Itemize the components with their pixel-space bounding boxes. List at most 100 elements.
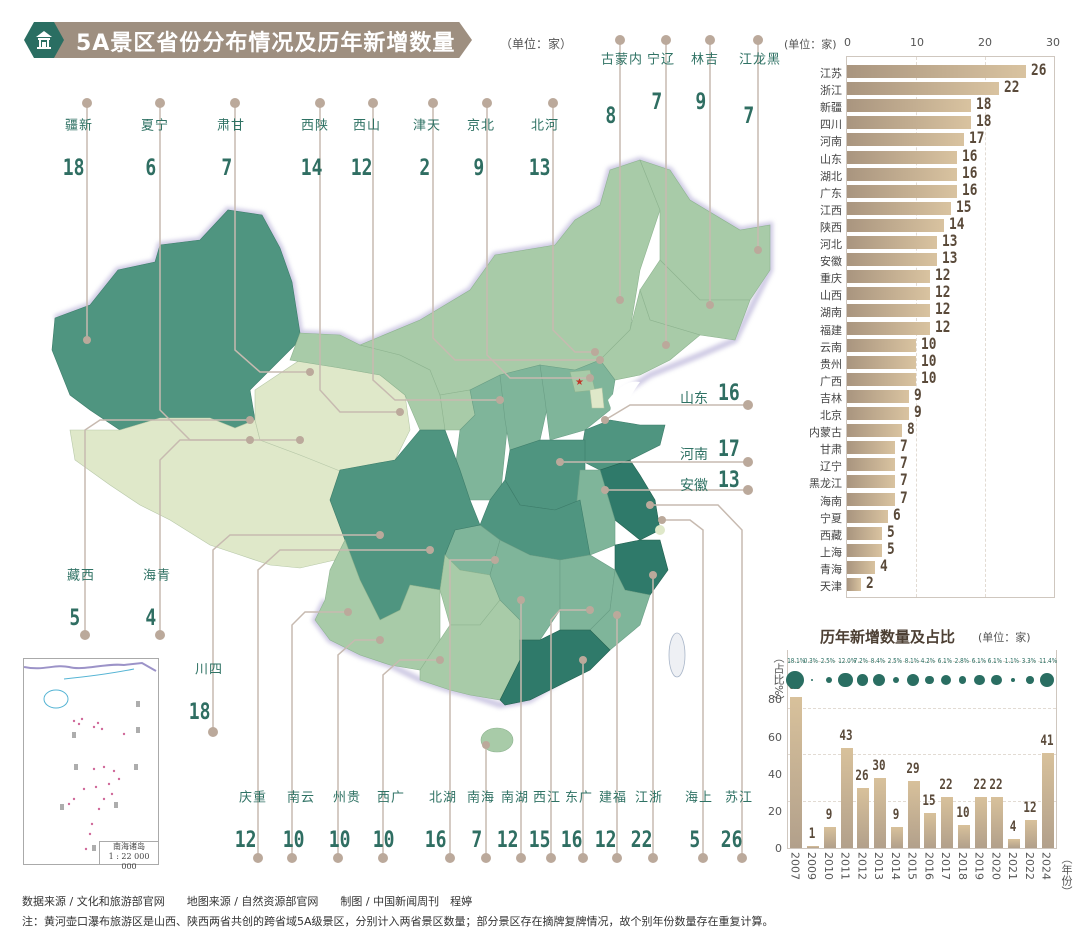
- bar-label: 山东: [820, 152, 842, 166]
- share-pct-label: 11.4%: [1038, 657, 1057, 665]
- share-dot: [825, 676, 833, 684]
- bar-value: 13: [941, 231, 958, 250]
- bar: [847, 133, 965, 147]
- bar-label: 西藏: [820, 528, 842, 542]
- share-dot: [873, 673, 886, 687]
- bar: [847, 82, 999, 96]
- bar-label: 青海: [820, 562, 842, 576]
- bar-value: 10: [921, 350, 937, 370]
- share-pct-label: 6.1%: [988, 657, 1003, 665]
- year-bar: [890, 827, 903, 848]
- bar-row: 内蒙古 8: [809, 419, 1054, 440]
- province-bar-chart: 江苏 26 浙江 22 新疆 18 四川 18 河南 17 山东 16 湖北 16 广东 16 江西 15 陕西 14…: [809, 56, 1055, 598]
- bar-row: 广西 10: [820, 367, 1054, 389]
- bar-row: 陕西 14: [820, 213, 1054, 235]
- share-pct-label: 4.2%: [921, 657, 936, 665]
- y-tick-60: 60: [768, 731, 782, 744]
- bar-label: 河南: [820, 135, 842, 149]
- bar-row: 江苏 26: [820, 60, 1054, 81]
- bar-value: 18: [976, 111, 992, 131]
- bar-row: 广东 16: [820, 180, 1054, 201]
- bar: [847, 287, 930, 301]
- region-hebei: [539, 359, 616, 441]
- bar: [847, 304, 930, 318]
- year-label: 2011: [838, 852, 852, 880]
- bar-row: 山西 12: [820, 282, 1054, 303]
- bar-row: 安徽 13: [820, 248, 1054, 269]
- bar-row: 海南 7: [820, 488, 1054, 509]
- bar-row: 吉林 9: [820, 385, 1054, 406]
- bar-value: 12: [934, 316, 951, 336]
- bar-value: 15: [955, 196, 971, 216]
- year-bar-value: 15: [922, 793, 936, 810]
- bar-row: 西藏 5: [820, 522, 1054, 543]
- bar-label: 云南: [820, 340, 842, 354]
- share-pct-label: 1.1%: [1004, 657, 1020, 665]
- bar: [847, 236, 937, 249]
- year-bar-value: 4: [1009, 818, 1017, 835]
- share-dot: [892, 676, 900, 684]
- year-bar-value: 22: [973, 776, 987, 793]
- year-bar: [857, 787, 870, 848]
- bar-row: 湖南 12: [820, 299, 1054, 320]
- share-pct-label: 2.5%: [887, 657, 902, 665]
- bar-row: 福建 12: [820, 316, 1054, 338]
- bar-chart-unit: (单位：家): [784, 38, 837, 51]
- bar: [847, 560, 875, 574]
- share-pct-label: 3.3%: [1021, 657, 1036, 665]
- bar-value: 13: [941, 248, 958, 268]
- year-bar: [1024, 820, 1037, 848]
- bar: [847, 184, 958, 198]
- inset-caption: 南海诸岛 1 : 22 000 000: [99, 841, 158, 871]
- region-shandong: [579, 419, 666, 471]
- bar: [847, 150, 958, 164]
- region-heilongjiang: [639, 159, 771, 301]
- year-label: 2020: [989, 852, 1003, 880]
- bar: [847, 65, 1027, 78]
- bar-value: 9: [914, 402, 922, 421]
- bar-label: 甘肃: [820, 443, 842, 457]
- bar-row: 青海 4: [820, 555, 1054, 577]
- year-bar-value: 9: [825, 807, 833, 824]
- year-bar: [1041, 752, 1054, 848]
- bar-row: 甘肃 7: [820, 436, 1054, 457]
- x-tick-0: 0: [844, 36, 851, 49]
- bar-row: 山东 16: [820, 146, 1054, 167]
- bar-value: 4: [879, 555, 888, 575]
- bar-label: 上海: [820, 545, 842, 559]
- bar-row: 四川 18: [820, 111, 1054, 132]
- bar-label: 广东: [820, 186, 842, 200]
- bar-row: 河北 13: [820, 231, 1054, 252]
- bar-value: 14: [948, 213, 965, 233]
- year-label: 2013: [872, 852, 886, 880]
- year-bar: [957, 824, 970, 848]
- share-pct-label: 2.8%: [954, 657, 969, 665]
- bar-label: 四川: [820, 118, 842, 132]
- bar-label: 江苏: [820, 67, 842, 80]
- year-bar: [991, 796, 1004, 848]
- x-tick-10: 10: [910, 36, 924, 49]
- year-label: 2014: [888, 852, 902, 880]
- year-bar-value: 43: [839, 728, 853, 745]
- bar-label: 山西: [820, 289, 842, 303]
- share-dot: [838, 672, 853, 688]
- year-label: 2010: [821, 852, 835, 880]
- year-bar-value: 30: [872, 758, 886, 775]
- bar-label: 吉林: [820, 391, 842, 405]
- bar: [847, 441, 896, 455]
- year-bar-value: 12: [1023, 800, 1037, 817]
- bar-value: 5: [886, 538, 895, 558]
- bar-label: 重庆: [820, 272, 842, 286]
- bar-label: 福建: [820, 323, 842, 337]
- year-bar-value: 41: [1040, 732, 1054, 749]
- bar-row: 辽宁 7: [820, 453, 1054, 474]
- bar-label: 北京: [820, 409, 842, 422]
- year-label: 2009: [805, 852, 819, 880]
- bar-label: 新疆: [820, 101, 842, 115]
- capital-star-icon: ★: [575, 377, 584, 388]
- bar: [847, 389, 910, 403]
- share-dot: [991, 674, 1002, 686]
- share-pct-label: 7.2%: [854, 657, 869, 665]
- share-dot: [810, 678, 814, 682]
- bar-value: 10: [921, 367, 937, 387]
